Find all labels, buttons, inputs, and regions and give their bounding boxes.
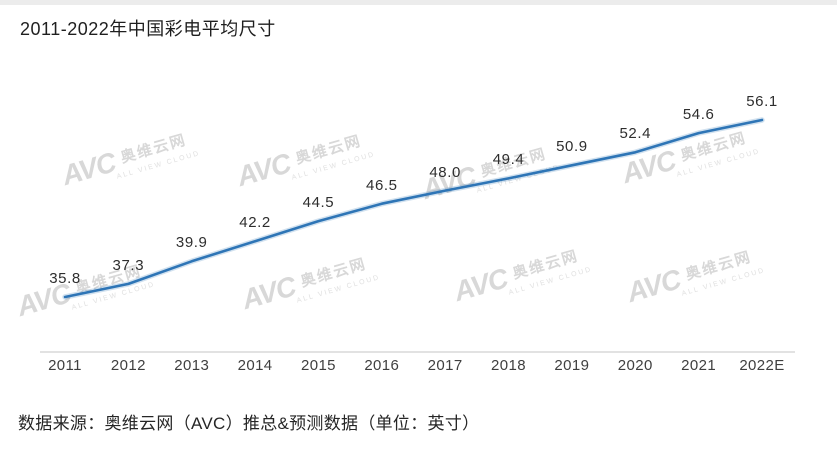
source-note: 数据来源：奥维云网（AVC）推总&预测数据（单位：英寸）	[18, 414, 480, 433]
top-divider	[0, 0, 837, 5]
line-series	[63, 118, 764, 299]
chart-title: 2011-2022年中国彩电平均尺寸	[20, 19, 276, 39]
